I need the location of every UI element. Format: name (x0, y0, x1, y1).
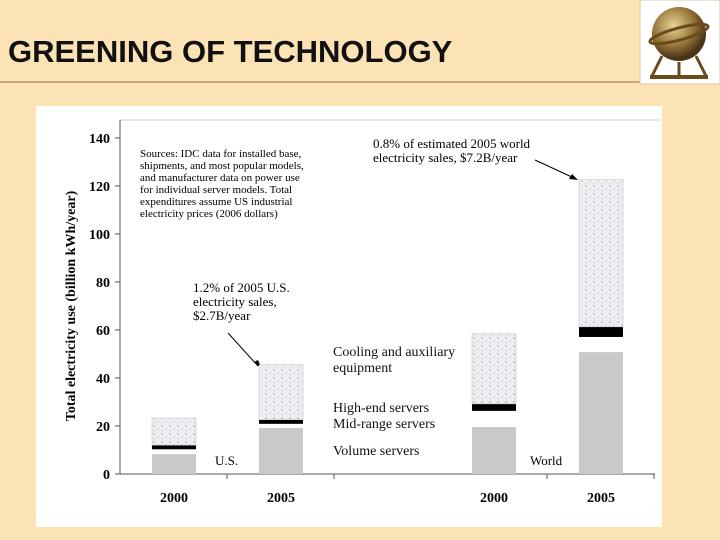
y-axis-label: Total electricity use (billion kWh/year) (64, 190, 79, 421)
annotation: 1.2% of 2005 U.S.electricity sales,$2.7B… (193, 280, 290, 323)
bar-segment (578, 179, 624, 328)
group-label: U.S. (215, 453, 238, 468)
bar-segment (579, 352, 623, 474)
bar-segment (152, 454, 196, 474)
y-tick-label: 120 (89, 180, 110, 195)
y-tick-label: 100 (89, 228, 110, 243)
series-label: Cooling and auxiliary equipment (333, 345, 456, 376)
annotation-line: for individual server models. Total (140, 184, 292, 196)
bar-segment (472, 403, 516, 411)
arrow-head (569, 174, 578, 180)
bar-segment (471, 333, 517, 405)
annotation-line: electricity prices (2006 dollars) (140, 208, 278, 220)
series-label: Volume servers (333, 444, 420, 459)
bar-segment (259, 419, 303, 424)
annotation-line: expenditures assume US industrial (140, 196, 292, 208)
arrow (227, 332, 259, 367)
bar-segment (259, 423, 303, 428)
group-label: World (530, 453, 563, 468)
annotation-line: shipments, and most popular models, (140, 160, 304, 172)
y-tick-label: 20 (96, 420, 110, 435)
bar-segment (259, 427, 303, 474)
y-tick-label: 0 (103, 468, 110, 483)
y-tick-label: 140 (89, 132, 110, 147)
x-tick-label: 2005 (267, 491, 295, 506)
annotation-line: and manufacturer data on power use (140, 172, 300, 184)
annotation-line: $2.7B/year (193, 308, 251, 323)
bar-segment (152, 449, 196, 455)
bar-segment (472, 426, 516, 474)
bar-segment (258, 364, 304, 421)
chart-panel (36, 106, 662, 527)
bar-segment (152, 445, 196, 450)
slide-title: GREENING OF TECHNOLOGY (8, 34, 453, 69)
bar-segment (472, 410, 516, 427)
y-tick-label: 80 (96, 276, 110, 291)
y-tick-label: 60 (96, 324, 110, 339)
annotation-line: Sources: IDC data for installed base, (140, 148, 302, 160)
title-rule (0, 81, 640, 83)
annotation: Sources: IDC data for installed base,shi… (140, 148, 304, 220)
y-tick-label: 40 (96, 372, 110, 387)
x-tick-label: 2000 (160, 491, 188, 506)
annotation: 0.8% of estimated 2005 worldelectricity … (373, 136, 531, 165)
bar-segment (579, 326, 623, 337)
annotation-line: electricity sales, (193, 294, 277, 309)
annotation-line: electricity sales, $7.2B/year (373, 150, 518, 165)
x-tick-label: 2005 (587, 491, 615, 506)
globe-icon (639, 0, 720, 85)
bar-segment (151, 417, 197, 446)
x-tick-label: 2000 (480, 491, 508, 506)
series-label: High-end servers (333, 401, 430, 416)
annotation-line: 1.2% of 2005 U.S. (193, 280, 290, 295)
annotation-line: 0.8% of estimated 2005 world (373, 136, 531, 151)
series-label: Mid-range servers (333, 417, 436, 432)
arrow (534, 159, 575, 179)
bar-segment (579, 336, 623, 353)
